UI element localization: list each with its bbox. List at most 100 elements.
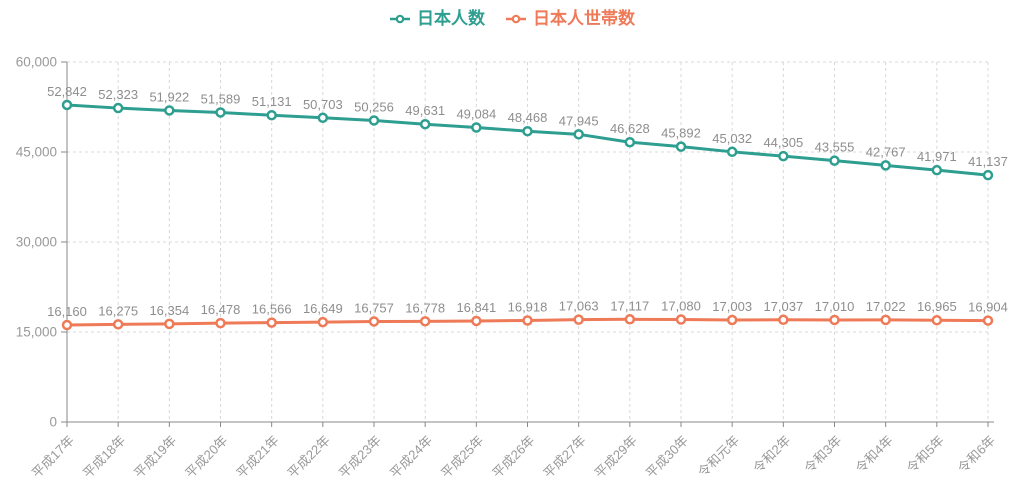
- data-point-marker[interactable]: [931, 314, 943, 326]
- data-point-marker[interactable]: [778, 314, 789, 326]
- data-point-label: 17,063: [559, 299, 599, 314]
- data-point-label: 16,757: [354, 300, 394, 315]
- line-marker-icon: [505, 13, 527, 25]
- x-axis-tick-label: 平成24年: [387, 433, 435, 481]
- data-point-marker[interactable]: [982, 315, 994, 326]
- data-point-label: 41,971: [917, 149, 957, 164]
- data-point-marker[interactable]: [266, 317, 277, 328]
- line-marker-icon: [389, 13, 411, 25]
- x-axis-tick-label: 平成18年: [80, 433, 128, 481]
- data-point-label: 41,137: [968, 154, 1008, 169]
- x-axis-tick-label: 令和5年: [904, 433, 947, 476]
- data-point-marker[interactable]: [368, 316, 380, 327]
- data-point-marker[interactable]: [112, 319, 124, 330]
- data-point-marker[interactable]: [982, 169, 994, 181]
- data-point-label: 48,468: [508, 110, 548, 125]
- x-axis-tick-label: 平成25年: [438, 433, 486, 481]
- data-point-marker[interactable]: [931, 164, 943, 176]
- data-point-marker[interactable]: [419, 316, 431, 327]
- legend-item-japanese-households[interactable]: 日本人世帯数: [505, 10, 635, 27]
- data-point-marker[interactable]: [624, 314, 636, 325]
- data-point-marker[interactable]: [471, 122, 482, 133]
- x-axis-tick-label: 令和元年: [695, 433, 742, 480]
- data-point-label: 49,631: [405, 103, 445, 118]
- data-point-marker[interactable]: [778, 150, 789, 162]
- x-axis-tick-label: 平成26年: [489, 433, 537, 481]
- data-point-label: 17,010: [815, 299, 855, 314]
- x-axis-tick-label: 平成30年: [643, 433, 691, 481]
- data-point-label: 45,892: [661, 126, 701, 141]
- data-point-marker[interactable]: [726, 146, 738, 158]
- data-point-marker[interactable]: [829, 314, 840, 326]
- y-axis-tick-label: 60,000: [16, 55, 57, 70]
- data-point-label: 49,084: [456, 106, 496, 121]
- data-point-marker[interactable]: [164, 318, 175, 330]
- y-axis-tick-label: 0: [49, 415, 57, 430]
- legend-label-japanese-households: 日本人世帯数: [533, 9, 635, 28]
- data-point-marker[interactable]: [61, 99, 73, 111]
- chart-legend: 日本人数 日本人世帯数: [0, 10, 1024, 27]
- data-point-marker[interactable]: [522, 315, 533, 326]
- data-point-marker[interactable]: [112, 102, 124, 114]
- data-point-marker[interactable]: [829, 155, 840, 166]
- y-axis-tick-label: 30,000: [16, 235, 57, 250]
- x-axis-tick-label: 平成20年: [182, 433, 230, 481]
- x-axis-tick-label: 平成22年: [285, 433, 333, 481]
- data-point-label: 51,922: [149, 89, 189, 104]
- x-axis-tick-label: 令和3年: [801, 433, 844, 476]
- data-point-label: 16,918: [508, 299, 548, 314]
- data-point-label: 50,703: [303, 97, 343, 112]
- data-point-label: 50,256: [354, 99, 394, 114]
- data-point-label: 16,778: [405, 300, 445, 315]
- data-point-marker[interactable]: [164, 105, 175, 116]
- legend-label-japanese-population: 日本人数: [417, 9, 485, 28]
- data-point-label: 46,628: [610, 121, 650, 136]
- x-axis-tick-label: 令和4年: [852, 433, 895, 476]
- data-point-label: 51,131: [252, 94, 292, 109]
- data-point-marker[interactable]: [880, 160, 891, 171]
- data-point-marker[interactable]: [675, 314, 687, 325]
- data-point-label: 43,555: [815, 140, 855, 155]
- data-point-marker[interactable]: [317, 316, 329, 328]
- y-axis-tick-label: 15,000: [16, 325, 57, 340]
- data-point-label: 51,589: [201, 91, 241, 106]
- data-point-marker[interactable]: [471, 315, 482, 327]
- data-point-label: 45,032: [712, 131, 752, 146]
- data-point-label: 16,965: [917, 299, 957, 314]
- x-axis-tick-label: 平成21年: [233, 433, 281, 481]
- data-point-label: 17,022: [866, 299, 906, 314]
- data-point-marker[interactable]: [317, 112, 329, 124]
- data-point-label: 16,566: [252, 302, 292, 317]
- data-point-marker[interactable]: [624, 136, 636, 148]
- data-point-marker[interactable]: [215, 107, 226, 118]
- data-point-marker[interactable]: [368, 115, 380, 126]
- y-axis-tick-label: 45,000: [16, 145, 57, 160]
- x-axis-tick-label: 令和2年: [750, 433, 793, 476]
- data-point-marker[interactable]: [522, 125, 533, 137]
- x-axis-tick-label: 平成17年: [29, 433, 77, 481]
- data-point-label: 16,275: [98, 303, 138, 318]
- data-point-marker[interactable]: [726, 314, 738, 326]
- data-point-label: 42,767: [866, 144, 906, 159]
- data-point-label: 44,305: [763, 135, 803, 150]
- data-point-marker[interactable]: [215, 317, 226, 329]
- data-point-label: 47,945: [559, 113, 599, 128]
- data-point-label: 17,037: [763, 299, 803, 314]
- data-point-marker[interactable]: [266, 109, 277, 121]
- data-point-marker[interactable]: [61, 319, 73, 331]
- data-point-label: 17,117: [610, 298, 649, 313]
- legend-item-japanese-population[interactable]: 日本人数: [389, 10, 485, 27]
- data-point-label: 17,080: [661, 299, 701, 314]
- data-point-label: 52,842: [47, 84, 87, 99]
- data-point-label: 17,003: [712, 299, 752, 314]
- data-point-marker[interactable]: [880, 314, 891, 326]
- data-point-marker[interactable]: [675, 141, 687, 152]
- data-point-marker[interactable]: [573, 314, 584, 325]
- x-axis-tick-label: 平成19年: [131, 433, 179, 481]
- x-axis-tick-label: 平成23年: [336, 433, 384, 481]
- data-point-marker[interactable]: [573, 129, 584, 140]
- data-point-marker[interactable]: [419, 118, 431, 130]
- data-point-label: 16,160: [47, 304, 87, 319]
